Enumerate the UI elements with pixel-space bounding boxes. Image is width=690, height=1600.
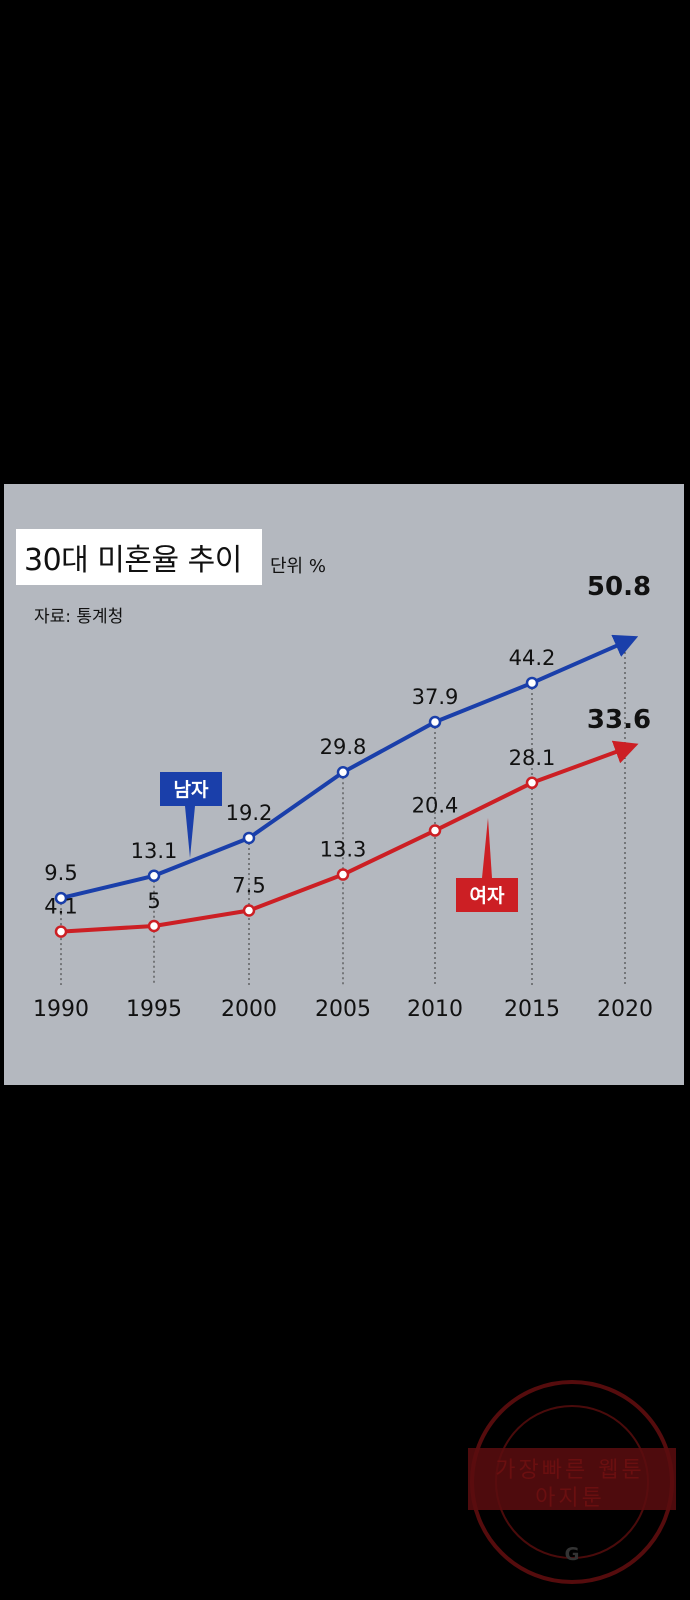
data-label: 50.8 [587, 572, 651, 602]
data-label: 44.2 [509, 646, 556, 670]
x-tick-label: 1990 [33, 997, 89, 1022]
data-point [336, 868, 350, 881]
data-label: 7.5 [232, 874, 265, 898]
legend-female-box [456, 878, 518, 912]
series-line-female [60, 780, 533, 934]
x-tick-label: 2015 [504, 997, 560, 1022]
x-tick-label: 1995 [126, 997, 182, 1022]
x-tick-label: 2000 [221, 997, 277, 1022]
x-tick-label: 2020 [597, 997, 653, 1022]
data-point [147, 869, 161, 883]
chart-title: 30대 미혼율 추이 [24, 543, 242, 578]
data-label: 5 [147, 889, 160, 913]
legend-male-pointer [185, 806, 195, 858]
legend-male-text: 남자 [174, 779, 209, 801]
data-point [242, 904, 256, 917]
data-label: 29.8 [320, 735, 367, 759]
data-point [336, 765, 350, 779]
unit-label: 단위 % [270, 556, 326, 577]
series-line-male [60, 681, 533, 901]
data-point [428, 715, 442, 729]
data-label: 33.6 [587, 705, 651, 735]
data-point [147, 919, 161, 933]
data-point [242, 831, 256, 845]
data-point [54, 925, 68, 938]
series-arrow [531, 634, 639, 685]
x-tick-label: 2005 [315, 997, 371, 1022]
data-label: 28.1 [509, 746, 556, 770]
data-label: 4.1 [44, 895, 77, 919]
data-label: 19.2 [226, 801, 273, 825]
x-tick-label: 2010 [407, 997, 463, 1022]
data-label: 13.1 [131, 839, 178, 863]
data-label: 13.3 [320, 838, 367, 862]
data-point [525, 676, 539, 690]
svg-text:G: G [565, 1544, 580, 1565]
data-point [54, 891, 68, 905]
data-point [428, 824, 442, 837]
legend-male-box [160, 772, 222, 806]
watermark-line2: 아지툰 [535, 1486, 605, 1511]
legend-female-text: 여자 [470, 885, 505, 907]
data-label: 20.4 [412, 794, 459, 818]
chart-title-box: 30대 미혼율 추이 [16, 529, 262, 585]
source-label: 자료: 통계청 [34, 607, 124, 627]
data-label: 37.9 [412, 685, 459, 709]
watermark-stamp: G [468, 1380, 676, 1584]
legend-female-pointer [482, 818, 492, 878]
watermark-line1: 가장빠른 웹툰 [495, 1458, 645, 1483]
data-point [525, 776, 539, 790]
series-arrow [531, 740, 639, 785]
data-label: 9.5 [44, 861, 77, 885]
